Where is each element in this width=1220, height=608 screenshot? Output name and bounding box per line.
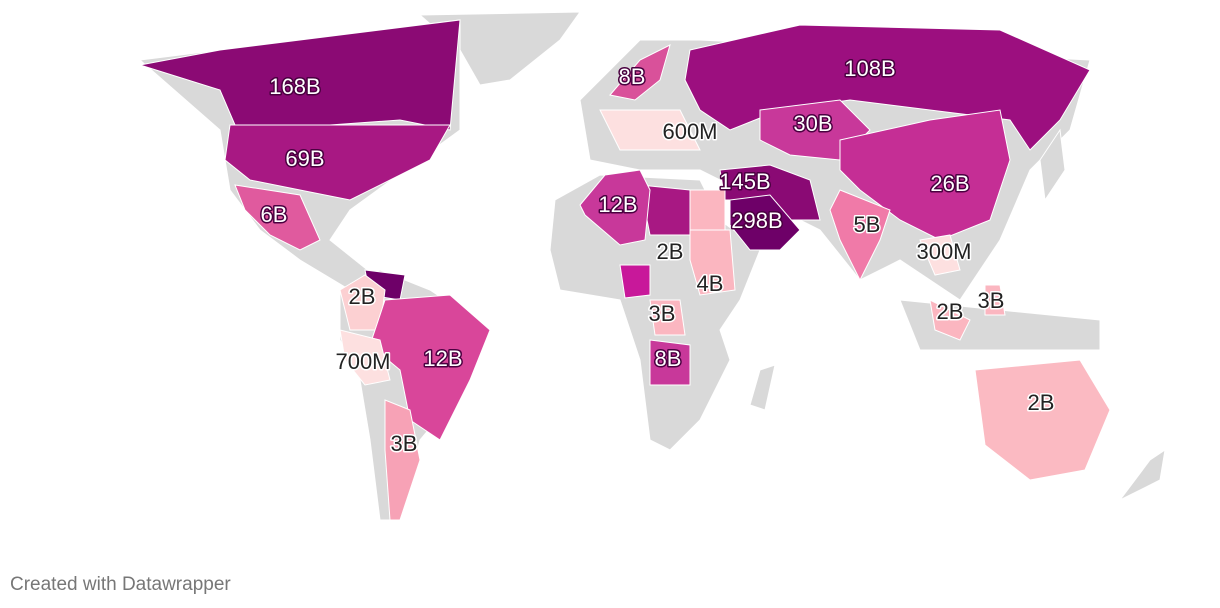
country-region — [729, 194, 801, 251]
country-region — [984, 284, 1006, 316]
region-label: 8B — [655, 346, 682, 371]
country-region — [234, 184, 321, 251]
region-label: 8B — [619, 64, 646, 89]
region-label: 3B — [391, 431, 418, 456]
country-region — [919, 234, 961, 276]
region-label: 108B — [844, 56, 895, 81]
region-label: 145B — [719, 169, 770, 194]
japan — [1039, 128, 1066, 202]
country-region — [609, 44, 671, 101]
new-zealand — [1119, 448, 1166, 501]
madagascar — [749, 364, 776, 411]
region-label: 12B — [423, 346, 462, 371]
footer: Created with Datawrapper — [10, 574, 231, 595]
country-region — [649, 339, 691, 386]
region-label: 2B — [349, 284, 376, 309]
country-region — [339, 329, 391, 386]
region-label: 3B — [978, 288, 1005, 313]
region-label: 5B — [854, 212, 881, 237]
country-region — [384, 399, 421, 521]
country-region — [579, 169, 651, 246]
country-region — [929, 299, 971, 341]
region-label: 2B — [657, 239, 684, 264]
region-label: 26B — [930, 171, 969, 196]
country-region — [224, 124, 451, 201]
region-label: 69B — [285, 146, 324, 171]
nigeria — [619, 264, 651, 299]
region-label: 3B — [649, 301, 676, 326]
region-label: 6B — [261, 202, 288, 227]
country-region — [649, 299, 686, 336]
region-label: 30B — [793, 111, 832, 136]
region-label: 298B — [731, 208, 782, 233]
region-label: 700M — [335, 349, 390, 374]
region-label: 2B — [937, 299, 964, 324]
regions — [139, 19, 1111, 521]
region-label: 300M — [916, 239, 971, 264]
region-label: 4B — [697, 271, 724, 296]
labels: 168B 108B 8B 600M 30B 69B 145B 26B 12B 298B 6B 5B 2B… — [259, 54, 1056, 457]
region-label: 2B — [1028, 390, 1055, 415]
country-region — [839, 109, 1011, 241]
country-region — [829, 189, 891, 282]
region-label: 12B — [598, 192, 637, 217]
region-label: 600M — [662, 119, 717, 144]
country-region — [689, 189, 726, 231]
country-region — [974, 359, 1111, 481]
country-region — [599, 109, 701, 151]
country-region — [689, 229, 736, 296]
region-label: 168B — [269, 74, 320, 99]
